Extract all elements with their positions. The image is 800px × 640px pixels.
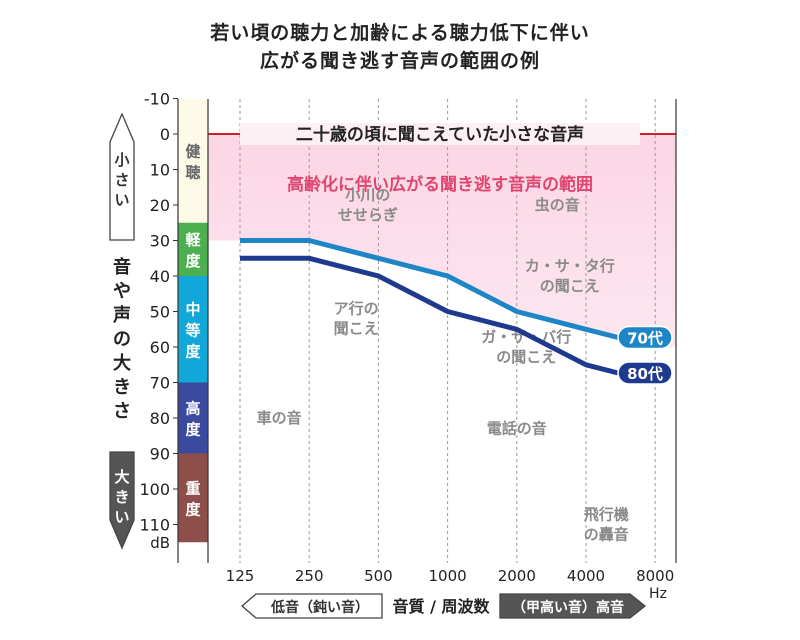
y-tick-label: 70: [150, 374, 170, 393]
volume-large-label: 大: [114, 468, 129, 486]
series-label-1: 80代: [627, 365, 663, 383]
y-tick-label: 50: [150, 303, 170, 322]
sound-label: 小川のせせらぎ: [338, 186, 398, 224]
y-tick-label: -10: [144, 90, 170, 109]
volume-large-arrow: [109, 451, 135, 550]
x-tick-label: 500: [364, 567, 393, 585]
hearing-loss-region: [208, 134, 676, 347]
hearing-level-band-4: [178, 453, 208, 543]
x-unit-label: Hz: [649, 586, 667, 602]
series-label-0: 70代: [627, 329, 663, 347]
sound-label: ガ・ザ・バ行の聞こえ: [481, 328, 571, 366]
series-line-0: [240, 238, 619, 340]
sound-label: カ・サ・タ行の聞こえ: [525, 257, 615, 295]
y-tick-label: 0: [160, 125, 170, 144]
y-tick-label: 90: [150, 445, 170, 464]
series-badge-0: [617, 325, 673, 350]
hearing-level-label-4: 度: [185, 500, 201, 518]
volume-axis-label: 声: [112, 304, 131, 326]
hearing-level-label-3: 度: [185, 421, 201, 439]
y-tick-label: 110: [139, 516, 170, 535]
y-tick-label: 100: [139, 480, 170, 499]
hearing-level-label-1: 度: [185, 252, 201, 270]
volume-axis-label: き: [113, 377, 131, 398]
sound-label: 電話の音: [487, 420, 547, 438]
sound-label: 飛行機の轟音: [583, 506, 629, 544]
volume-axis-label: の: [113, 329, 131, 350]
x-tick-label: 250: [295, 567, 324, 585]
volume-small-label: さ: [114, 171, 129, 189]
y-tick-label: 40: [150, 267, 170, 286]
chart-title-line2: 広がる聞き逃す音声の範囲の例: [259, 50, 540, 72]
volume-small-arrow: [109, 112, 135, 241]
hearing-level-band-3: [178, 382, 208, 454]
x-tick-label: 4000: [567, 567, 605, 585]
x-tick-label: 8000: [636, 567, 674, 585]
sound-label: 虫の音: [535, 196, 580, 214]
series-line-1: [240, 255, 619, 376]
hearing-level-label-1: 軽: [185, 231, 201, 249]
sound-label: 車の音: [257, 409, 302, 427]
volume-small-label: 小: [114, 151, 129, 169]
hearing-level-label-0: 聴: [185, 163, 200, 181]
hearing-level-band-0: [178, 99, 208, 223]
low-pitch-arrow: [241, 593, 383, 619]
y-tick-label: 60: [150, 338, 170, 357]
hearing-level-label-4: 重: [185, 479, 200, 497]
volume-axis-label: や: [113, 281, 131, 302]
high-pitch-label: （甲高い音）高音: [512, 599, 624, 616]
hearing-level-label-2: 中: [185, 300, 200, 318]
reference-label-bg: [240, 123, 640, 145]
y-unit-label: dB: [150, 534, 170, 552]
sound-label: ア行の聞こえ: [334, 300, 379, 338]
y-tick-label: 80: [150, 409, 170, 428]
high-pitch-arrow: [499, 593, 647, 619]
y-tick-label: 30: [150, 232, 170, 251]
hearing-level-band-2: [178, 276, 208, 383]
hearing-level-label-3: 高: [185, 400, 200, 418]
x-tick-label: 1000: [429, 567, 467, 585]
hearing-level-label-0: 健: [185, 142, 200, 160]
frequency-axis-label: 音質 / 周波数: [393, 597, 491, 616]
x-tick-label: 125: [226, 567, 255, 585]
low-pitch-label: 低音（鈍い音）: [270, 599, 369, 616]
hearing-level-label-2: 度: [185, 342, 201, 360]
volume-axis-label: さ: [113, 401, 131, 422]
y-tick-label: 20: [150, 196, 170, 215]
hearing-level-label-2: 等: [185, 321, 200, 339]
volume-axis-label: 大: [113, 352, 131, 374]
y-tick-label: 10: [150, 161, 170, 180]
volume-small-label: い: [114, 191, 129, 209]
series-badge-1: [617, 361, 673, 385]
chart-title-line1: 若い頃の聴力と加齢による聴力低下に伴い: [210, 22, 590, 44]
volume-large-label: い: [114, 508, 129, 526]
volume-large-label: き: [114, 488, 129, 506]
hearing-level-band-1: [178, 222, 208, 276]
shaded-region-label: 高齢化に伴い広がる聞き逃す音声の範囲: [287, 174, 593, 195]
reference-line-label: 二十歳の頃に聞こえていた小さな音声: [296, 124, 584, 145]
x-tick-label: 2000: [498, 567, 536, 585]
volume-axis-label: 音: [113, 256, 131, 278]
